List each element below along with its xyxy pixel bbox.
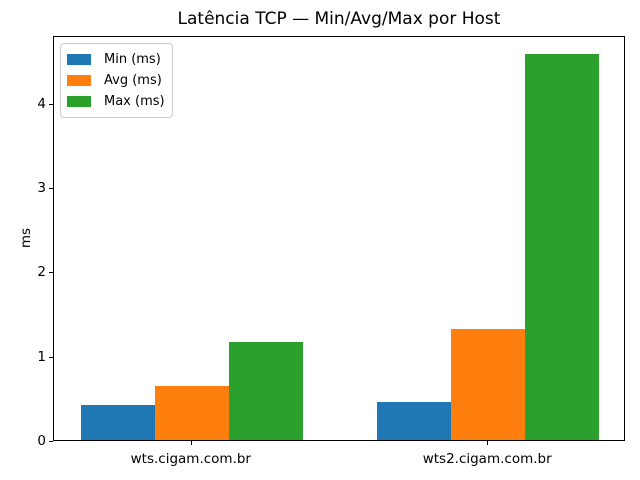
y-axis-label: ms [18, 227, 34, 249]
legend-label: Min (ms) [104, 52, 161, 67]
bar-min-1 [377, 402, 452, 440]
legend-item-avg: Avg (ms) [67, 70, 165, 91]
y-tick-label: 2 [37, 264, 46, 281]
legend-swatch-avg [67, 75, 91, 86]
y-tick-mark [49, 103, 53, 105]
y-tick-label: 4 [37, 95, 46, 112]
bar-avg-0 [154, 386, 229, 440]
x-tick-label-0: wts.cigam.com.br [130, 451, 251, 467]
legend-swatch-min [67, 54, 91, 65]
chart-title: Latência TCP — Min/Avg/Max por Host [177, 9, 501, 29]
legend-item-min: Min (ms) [67, 49, 165, 70]
legend-label: Avg (ms) [104, 73, 162, 88]
legend-label: Max (ms) [104, 94, 165, 109]
y-tick-label: 0 [37, 433, 46, 449]
bar-max-0 [228, 342, 303, 440]
x-tick-mark [487, 441, 489, 445]
x-tick-mark [190, 441, 192, 445]
legend-item-max: Max (ms) [67, 91, 165, 112]
y-tick-mark [49, 272, 53, 274]
y-tick-mark [49, 187, 53, 189]
legend: Min (ms) Avg (ms) Max (ms) [60, 43, 173, 118]
y-tick-label: 3 [37, 179, 46, 196]
legend-swatch-max [67, 96, 91, 107]
y-tick-label: 1 [37, 348, 46, 365]
y-tick-mark [49, 441, 53, 442]
x-tick-label-1: wts2.cigam.com.br [422, 451, 552, 467]
bar-min-0 [80, 404, 155, 440]
bar-max-1 [525, 54, 600, 440]
y-tick-mark [49, 356, 53, 358]
bar-avg-1 [451, 329, 526, 440]
plot-area [53, 36, 625, 441]
